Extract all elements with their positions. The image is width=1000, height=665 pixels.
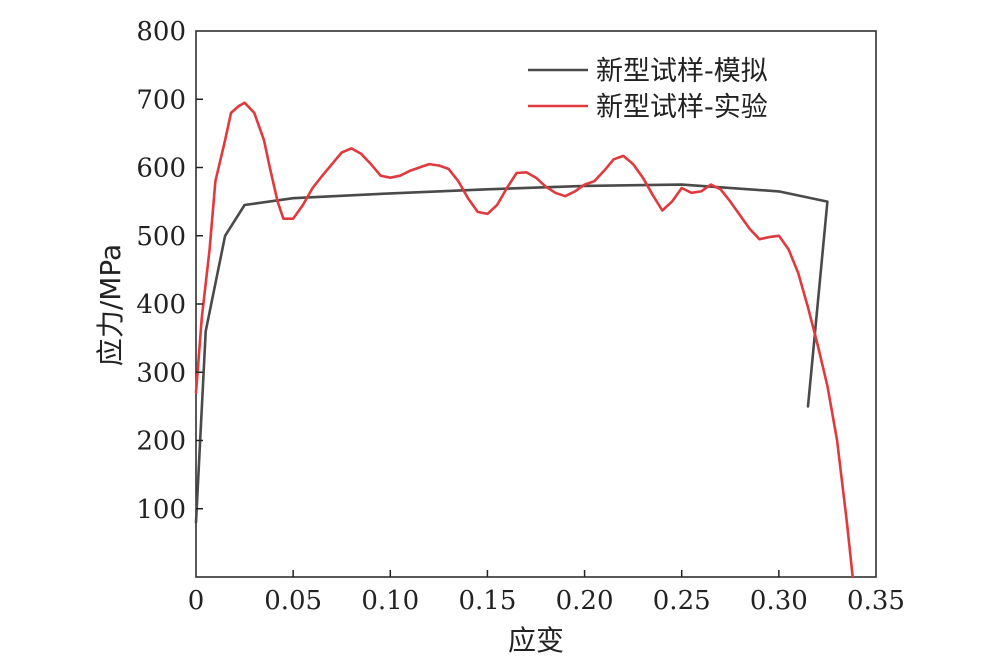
series-line-experiment — [194, 101, 854, 579]
plot-area — [195, 30, 877, 578]
y-tick-label: 100 — [136, 495, 186, 525]
y-tick-label: 500 — [136, 222, 186, 252]
x-tick-label: 0.30 — [750, 586, 808, 616]
y-tick-label: 400 — [136, 290, 186, 320]
y-tick-label: 800 — [136, 17, 186, 47]
series-line-simulation — [194, 183, 829, 524]
y-tick-label: 600 — [136, 154, 186, 184]
axis-ticks: 0 0.05 0.10 0.15 0.20 0.25 0.30 0.35 100 200 300 40… — [136, 17, 905, 616]
legend-label: 新型试样-模拟 — [596, 56, 768, 87]
x-tick-label: 0 — [188, 586, 205, 616]
plot-frame — [195, 30, 877, 578]
x-tick-label: 0.35 — [847, 586, 905, 616]
y-tick-label: 200 — [136, 427, 186, 457]
x-tick-label: 0.05 — [264, 586, 322, 616]
y-tick-label: 300 — [136, 358, 186, 388]
series-lines — [194, 101, 854, 579]
y-tick-label: 700 — [136, 85, 186, 115]
legend-label: 新型试样-实验 — [596, 92, 768, 123]
x-tick-label: 0.10 — [361, 586, 419, 616]
x-tick-label: 0.25 — [653, 586, 711, 616]
x-tick-label: 0.15 — [458, 586, 516, 616]
x-tick-label: 0.20 — [556, 586, 614, 616]
y-axis-label: 应力/MPa — [94, 244, 127, 366]
x-axis-label: 应变 — [508, 624, 564, 657]
